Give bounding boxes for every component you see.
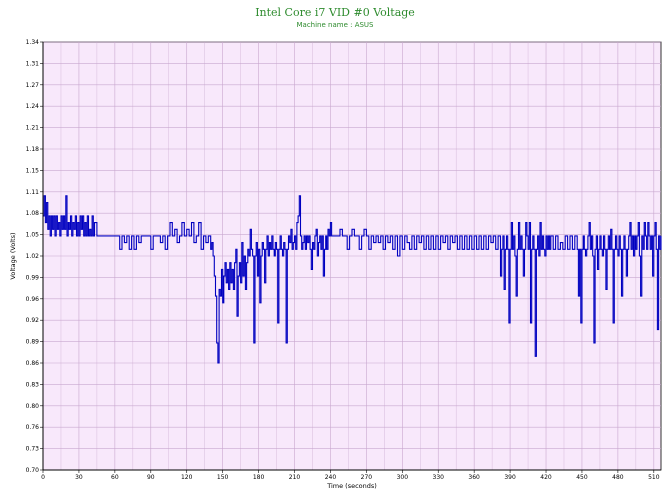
y-tick-label: 0.92 — [26, 317, 40, 324]
x-tick-label: 450 — [576, 474, 588, 481]
y-tick-label: 1.15 — [26, 167, 40, 174]
x-tick-label: 300 — [397, 474, 409, 481]
x-axis-label: Time (seconds) — [326, 482, 377, 490]
chart-title: Intel Core i7 VID #0 Voltage — [255, 6, 415, 19]
y-tick-label: 0.70 — [26, 467, 40, 474]
y-tick-label: 1.34 — [26, 39, 40, 46]
y-tick-label: 0.83 — [26, 381, 40, 388]
y-tick-label: 0.89 — [26, 339, 40, 346]
y-tick-label: 1.18 — [26, 146, 40, 153]
x-tick-label: 30 — [75, 474, 83, 481]
y-tick-label: 0.86 — [26, 360, 40, 367]
x-tick-label: 360 — [468, 474, 480, 481]
x-tick-label: 90 — [147, 474, 155, 481]
y-tick-label: 1.11 — [26, 189, 40, 196]
y-tick-label: 0.99 — [26, 274, 40, 281]
x-tick-label: 390 — [504, 474, 516, 481]
x-tick-label: 60 — [111, 474, 119, 481]
y-tick-label: 1.21 — [26, 125, 40, 132]
y-tick-label: 1.05 — [26, 232, 40, 239]
voltage-series-line — [43, 195, 662, 364]
grid-lines — [42, 41, 661, 471]
x-tick-label: 240 — [325, 474, 337, 481]
x-tick-label: 270 — [361, 474, 373, 481]
x-tick-label: 330 — [433, 474, 445, 481]
y-tick-label: 1.08 — [26, 210, 40, 217]
x-tick-label: 150 — [217, 474, 229, 481]
x-axis-ticks: 0 30 60 90 120 150 180 210 240 270 300 330 360 390 420… — [41, 470, 660, 481]
y-tick-label: 0.96 — [26, 296, 40, 303]
x-tick-label: 420 — [540, 474, 552, 481]
x-tick-label: 210 — [289, 474, 301, 481]
y-tick-label: 1.27 — [26, 82, 40, 89]
x-tick-label: 480 — [612, 474, 624, 481]
y-tick-label: 1.02 — [26, 253, 40, 260]
y-axis-label: Voltage (Volts) — [9, 232, 17, 279]
y-tick-label: 0.80 — [26, 403, 40, 410]
x-tick-label: 180 — [253, 474, 265, 481]
x-tick-label: 0 — [41, 474, 45, 481]
y-tick-label: 1.31 — [26, 60, 40, 67]
y-tick-label: 0.73 — [26, 446, 40, 453]
y-axis-ticks: 0.70 0.73 0.76 0.80 0.83 0.86 0.89 0.92 0.96 0.99… — [26, 39, 43, 474]
chart-subtitle: Machine name : ASUS — [297, 21, 375, 29]
x-tick-label: 510 — [648, 474, 660, 481]
y-tick-label: 0.76 — [26, 424, 40, 431]
x-tick-label: 120 — [181, 474, 193, 481]
y-tick-label: 1.24 — [26, 103, 40, 110]
